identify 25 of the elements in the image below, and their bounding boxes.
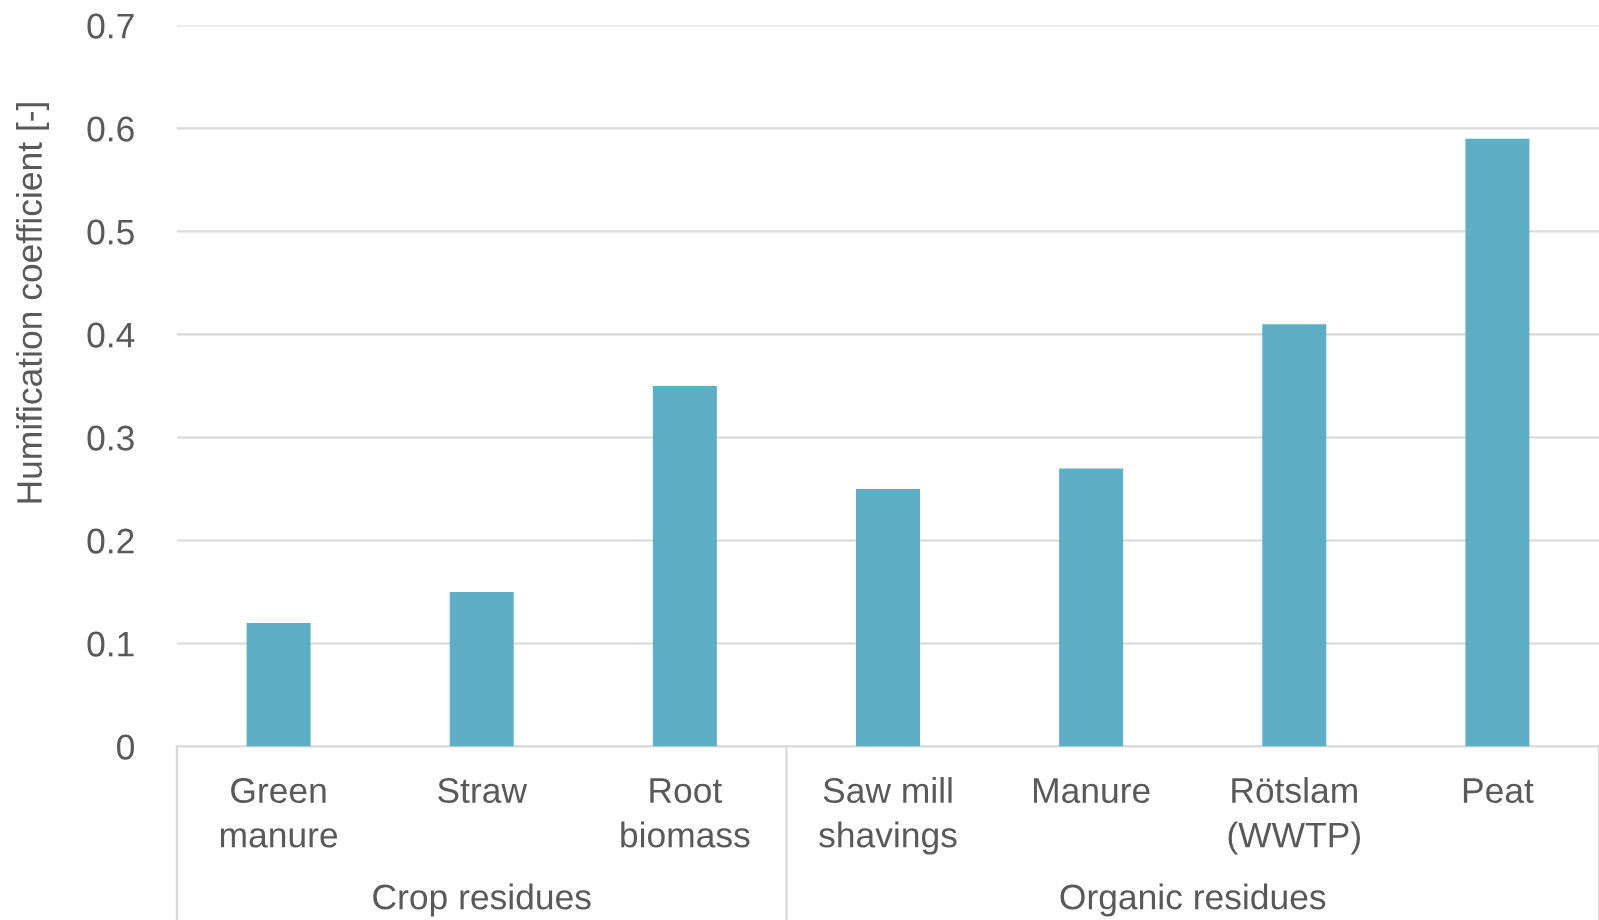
y-tick-label: 0.4 [87, 322, 135, 348]
y-tick-label: 0 [117, 734, 134, 760]
y-tick-label: 0.6 [87, 116, 134, 142]
y-tick-label: 0.7 [87, 13, 134, 39]
x-tick-label: Rötslam (WWTP) [1228, 777, 1360, 855]
x-tick-label: Root biomass [621, 778, 750, 848]
bar [246, 622, 311, 747]
bar [449, 591, 514, 747]
bar [652, 385, 717, 747]
y-tick-label: 0.2 [87, 528, 134, 554]
bar [1059, 468, 1124, 747]
x-tick-label: Peat [1463, 778, 1534, 804]
x-tick-label: Straw [438, 777, 528, 804]
x-tick-label: Manure [1034, 778, 1150, 804]
y-tick-label: 0.5 [87, 219, 134, 245]
y-tick-label: 0.3 [87, 425, 134, 451]
text: Crop residues [373, 883, 591, 917]
bar [1262, 324, 1327, 747]
y-tick-label: 0.1 [87, 631, 134, 657]
x-tick-label: Saw mill shavings [819, 777, 957, 855]
y-axis-title: Humification coefficient [-] [16, 103, 50, 503]
bar [856, 488, 920, 747]
x-tick-label: Green manure [220, 777, 338, 848]
bar [1465, 138, 1530, 747]
text: Organic residues [1060, 883, 1326, 917]
